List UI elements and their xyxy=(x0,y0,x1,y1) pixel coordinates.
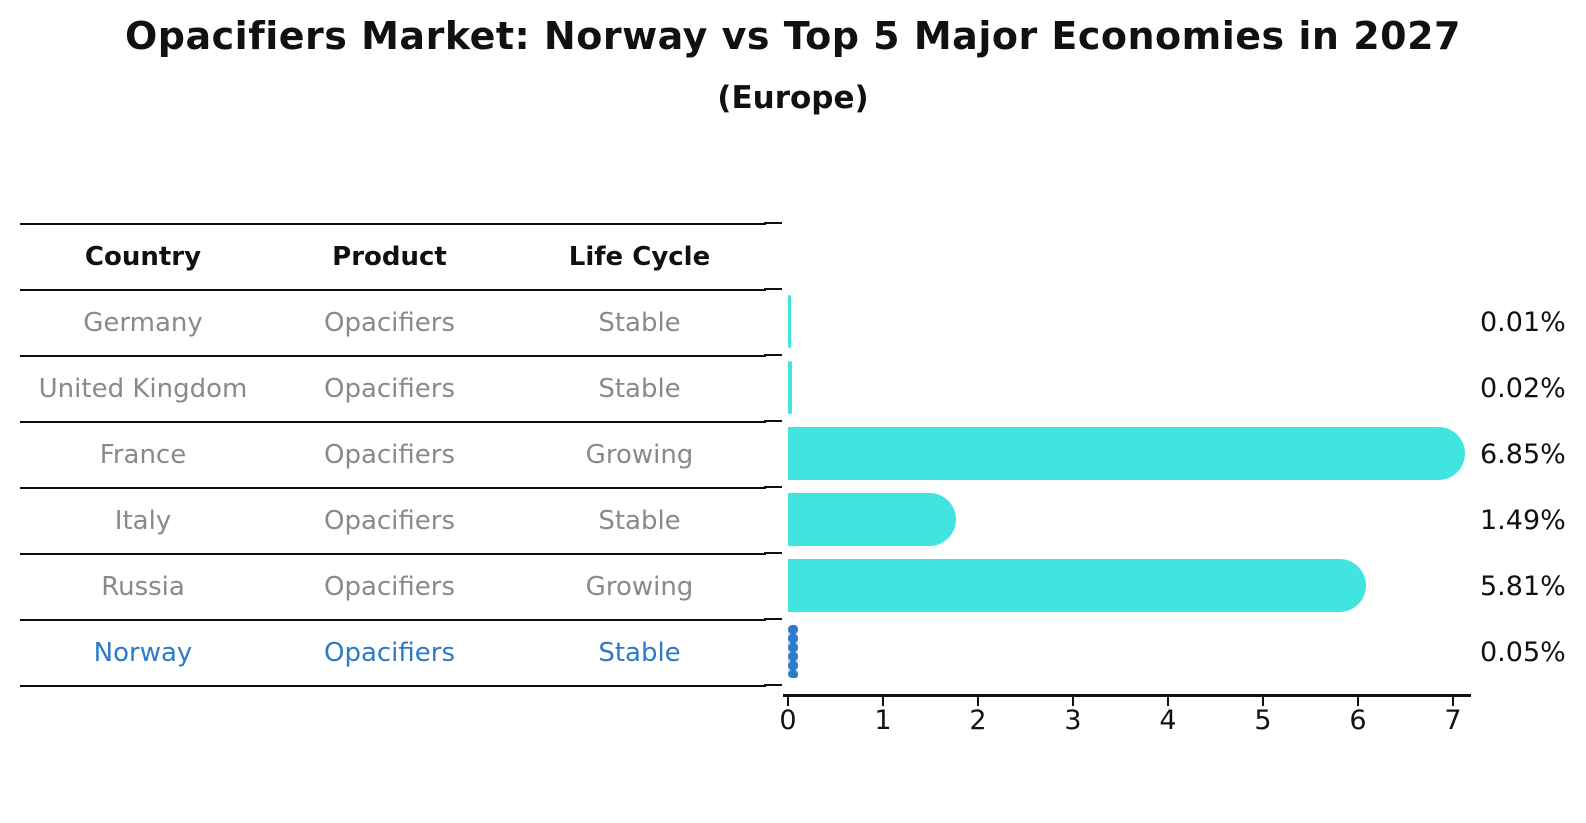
bar-value-label: 1.49% xyxy=(1480,504,1566,536)
product-cell: Opacifiers xyxy=(323,374,456,404)
y-axis-tick xyxy=(764,618,782,620)
x-axis-tick-label: 7 xyxy=(1444,705,1462,736)
column-header-product: Product xyxy=(332,242,447,272)
comparison-table: Country Product Life Cycle Germany Opaci… xyxy=(20,223,766,687)
x-axis-line xyxy=(783,694,1471,697)
bar-france xyxy=(788,427,1465,480)
life-cycle-cell: Growing xyxy=(585,440,694,470)
y-axis-tick xyxy=(764,552,782,554)
country-cell: Italy xyxy=(114,506,172,536)
x-axis-tick-label: 5 xyxy=(1254,705,1272,736)
bar-value-label: 6.85% xyxy=(1480,438,1566,470)
table-row-germany: Germany Opacifiers Stable xyxy=(20,289,766,355)
y-axis-tick xyxy=(764,288,782,290)
table-row-italy: Italy Opacifiers Stable xyxy=(20,487,766,553)
x-axis-tick-label: 0 xyxy=(779,705,797,736)
table-row-russia: Russia Opacifiers Growing xyxy=(20,553,766,619)
table-row-norway: Norway Opacifiers Stable xyxy=(20,619,766,685)
country-cell: France xyxy=(99,440,187,470)
x-axis-tick xyxy=(977,697,979,706)
country-cell: Germany xyxy=(83,308,203,338)
product-cell: Opacifiers xyxy=(323,506,456,536)
life-cycle-cell: Stable xyxy=(598,308,681,338)
y-axis-tick xyxy=(764,486,782,488)
bar-value-label: 0.02% xyxy=(1480,372,1566,404)
country-cell: Russia xyxy=(101,572,185,602)
product-cell: Opacifiers xyxy=(323,440,456,470)
life-cycle-cell: Growing xyxy=(585,572,694,602)
bar-value-label: 0.01% xyxy=(1480,306,1566,338)
y-axis-tick xyxy=(764,222,782,224)
x-axis-tick xyxy=(787,697,789,706)
x-axis-tick-label: 1 xyxy=(874,705,892,736)
x-axis-tick-label: 2 xyxy=(969,705,987,736)
bar-germany xyxy=(788,295,791,348)
product-cell: Opacifiers xyxy=(323,572,456,602)
life-cycle-cell: Stable xyxy=(598,638,681,668)
life-cycle-cell: Stable xyxy=(598,506,681,536)
y-axis-tick xyxy=(764,354,782,356)
table-header-row: Country Product Life Cycle xyxy=(20,223,766,289)
y-axis-tick xyxy=(764,684,782,686)
column-header-life-cycle: Life Cycle xyxy=(568,242,711,272)
bar-russia xyxy=(788,559,1366,612)
x-axis-tick xyxy=(882,697,884,706)
x-axis-tick-label: 3 xyxy=(1064,705,1082,736)
x-axis-tick xyxy=(1357,697,1359,706)
bar-italy xyxy=(788,493,956,546)
product-cell: Opacifiers xyxy=(323,638,456,668)
x-axis-tick-label: 6 xyxy=(1349,705,1367,736)
country-cell: Norway xyxy=(93,638,193,668)
x-axis-tick-label: 4 xyxy=(1159,705,1177,736)
bar-norway xyxy=(788,625,799,678)
table-row-france: France Opacifiers Growing xyxy=(20,421,766,487)
x-axis-tick xyxy=(1167,697,1169,706)
bar-united-kingdom xyxy=(788,361,792,414)
country-cell: United Kingdom xyxy=(38,374,248,404)
chart-subtitle: (Europe) xyxy=(717,80,869,116)
bar-value-label: 0.05% xyxy=(1480,636,1566,668)
table-row-united-kingdom: United Kingdom Opacifiers Stable xyxy=(20,355,766,421)
x-axis-tick xyxy=(1262,697,1264,706)
product-cell: Opacifiers xyxy=(323,308,456,338)
column-header-country: Country xyxy=(84,242,202,272)
y-axis-tick xyxy=(764,420,782,422)
x-axis-tick xyxy=(1452,697,1454,706)
chart-title: Opacifiers Market: Norway vs Top 5 Major… xyxy=(125,14,1461,58)
life-cycle-cell: Stable xyxy=(598,374,681,404)
bar-value-label: 5.81% xyxy=(1480,570,1566,602)
x-axis-tick xyxy=(1072,697,1074,706)
